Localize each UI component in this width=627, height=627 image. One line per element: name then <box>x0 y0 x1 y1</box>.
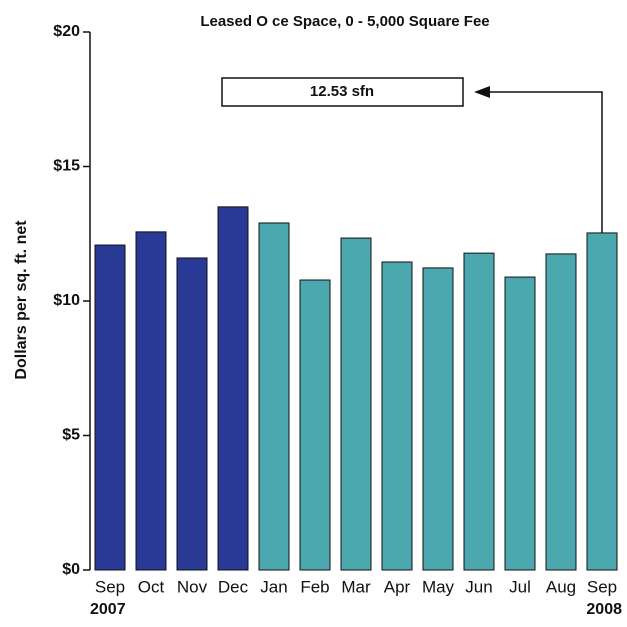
y-tick-label: $15 <box>53 158 80 175</box>
x-tick-label: Apr <box>384 577 411 596</box>
x-tick-label: May <box>422 577 455 596</box>
y-tick-label: $0 <box>62 561 80 578</box>
annotation-arrow <box>482 91 603 233</box>
year-label: 2007 <box>90 601 126 618</box>
bar <box>422 267 454 571</box>
x-tick-label: Sep <box>587 577 617 596</box>
y-tick-label: $5 <box>62 427 80 444</box>
bar <box>299 279 331 571</box>
chart-title: Leased O ce Space, 0 - 5,000 Square Fee <box>200 13 489 30</box>
x-tick-label: Jun <box>465 577 492 596</box>
annotation: 12.53 sfn <box>310 83 374 100</box>
year-label: 2008 <box>586 601 622 618</box>
x-tick-label: Sep <box>95 577 125 596</box>
x-tick-label: Dec <box>218 577 249 596</box>
x-tick-label: Nov <box>177 577 208 596</box>
bar <box>94 244 126 571</box>
bar <box>217 206 249 571</box>
bar <box>135 231 167 571</box>
x-tick-label: Mar <box>341 577 371 596</box>
bar <box>463 252 495 571</box>
bar <box>586 232 618 571</box>
y-tick-label: $20 <box>53 23 80 40</box>
bar <box>381 261 413 571</box>
x-tick-label: Feb <box>300 577 329 596</box>
x-tick-label: Oct <box>138 577 165 596</box>
arrow-head <box>474 86 490 98</box>
bar <box>340 237 372 571</box>
x-tick-label: Jan <box>260 577 287 596</box>
bar <box>504 276 536 571</box>
annotation-box <box>221 77 464 107</box>
x-tick-label: Jul <box>509 577 531 596</box>
y-axis-label: Dollars per sq. ft. net <box>13 220 30 380</box>
bar <box>545 253 577 571</box>
x-tick-label: Aug <box>546 577 576 596</box>
bar <box>258 222 290 571</box>
bar <box>176 257 208 571</box>
y-tick-label: $10 <box>53 292 80 309</box>
